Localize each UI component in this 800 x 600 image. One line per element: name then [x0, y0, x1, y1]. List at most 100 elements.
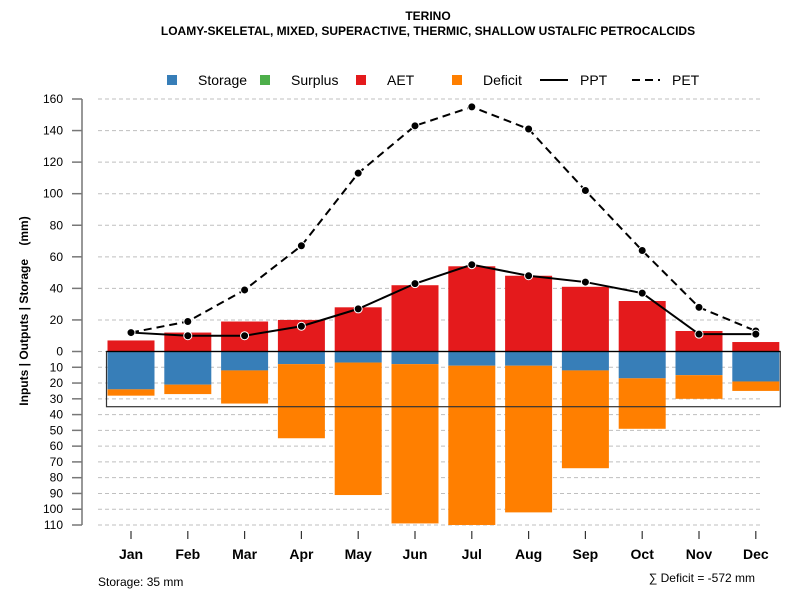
- legend-label-pet: PET: [672, 72, 700, 88]
- x-tick-label: Apr: [289, 546, 314, 562]
- pet-point: [183, 317, 193, 327]
- bar-deficit: [164, 384, 212, 395]
- y-tick-label: 60: [50, 439, 64, 453]
- chart-subtitle: LOAMY-SKELETAL, MIXED, SUPERACTIVE, THER…: [161, 24, 695, 38]
- bar-storage: [561, 351, 609, 371]
- y-tick-label: 20: [50, 376, 64, 390]
- ppt-point: [637, 288, 647, 298]
- y-tick-label: 30: [50, 392, 64, 406]
- pet-point: [524, 124, 534, 134]
- bar-aet: [391, 285, 439, 352]
- ppt-point: [296, 321, 306, 331]
- legend: Storage Surplus AET Deficit PPT PET: [167, 72, 700, 88]
- y-tick-label: 110: [44, 518, 63, 532]
- y-tick-label: 90: [50, 486, 64, 500]
- y-tick-label: 40: [50, 408, 64, 422]
- bar-storage: [618, 351, 666, 379]
- bar-deficit: [107, 389, 155, 396]
- legend-swatch-storage: [167, 75, 177, 85]
- pet-point: [240, 285, 250, 295]
- bar-aet: [732, 342, 780, 352]
- ppt-point: [126, 328, 136, 338]
- ppt-point: [751, 329, 761, 339]
- legend-swatch-surplus: [260, 75, 270, 85]
- legend-label-storage: Storage: [198, 72, 247, 88]
- bar-storage: [107, 351, 155, 390]
- y-tick-label: 60: [50, 250, 64, 264]
- y-tick-label: 100: [43, 502, 63, 516]
- x-tick-label: Feb: [175, 546, 200, 562]
- x-tick-label: Jul: [462, 546, 482, 562]
- bars: [107, 266, 780, 525]
- ppt-point: [580, 277, 590, 287]
- bar-aet: [448, 266, 496, 352]
- bar-deficit: [221, 370, 269, 404]
- y-axis: 0204060801001201401601020304050607080901…: [43, 92, 83, 532]
- bar-storage: [277, 351, 325, 365]
- lines: [126, 102, 761, 341]
- bar-aet: [618, 301, 666, 352]
- y-tick-label: 80: [50, 471, 64, 485]
- x-tick-label: May: [345, 546, 372, 562]
- x-tick-label: Jan: [119, 546, 143, 562]
- bar-storage: [164, 351, 212, 385]
- bar-aet: [505, 275, 553, 352]
- bar-deficit: [618, 378, 666, 429]
- y-tick-label: 20: [50, 313, 64, 327]
- ppt-point: [240, 331, 250, 341]
- legend-swatch-deficit: [452, 75, 462, 85]
- deficit-sum-annotation: ∑ Deficit = -572 mm: [649, 571, 755, 585]
- y-tick-label: 70: [50, 455, 64, 469]
- bar-aet: [164, 332, 212, 352]
- bar-storage: [448, 351, 496, 366]
- bar-deficit: [391, 364, 439, 524]
- bar-deficit: [561, 370, 609, 469]
- ppt-line: [130, 263, 756, 337]
- y-tick-label: 50: [50, 423, 64, 437]
- ppt-point: [524, 271, 534, 281]
- y-tick-label: 0: [56, 345, 63, 359]
- bar-aet: [561, 286, 609, 352]
- ppt-point: [467, 260, 477, 270]
- y-tick-label: 140: [43, 124, 63, 138]
- chart-title: TERINO: [405, 9, 450, 23]
- bar-aet: [107, 340, 155, 352]
- y-tick-label: 80: [50, 218, 64, 232]
- x-tick-label: Jun: [403, 546, 428, 562]
- x-axis: Jan Feb Mar Apr May Jun Jul Aug Sep Oct Nov Dec: [119, 531, 769, 562]
- bar-storage: [221, 351, 269, 371]
- bar-deficit: [277, 364, 325, 439]
- bar-deficit: [334, 362, 382, 496]
- bar-storage: [391, 351, 439, 365]
- bar-deficit: [732, 381, 780, 391]
- bar-deficit: [505, 365, 553, 513]
- ppt-point: [410, 279, 420, 289]
- x-tick-label: Sep: [573, 546, 599, 562]
- x-tick-label: Oct: [631, 546, 655, 562]
- pet-point: [637, 246, 647, 255]
- storage-annotation: Storage: 35 mm: [98, 575, 183, 589]
- bar-deficit: [448, 365, 496, 525]
- legend-label-surplus: Surplus: [291, 72, 338, 88]
- legend-label-ppt: PPT: [580, 72, 608, 88]
- x-tick-label: Nov: [686, 546, 713, 562]
- bar-storage: [732, 351, 780, 382]
- y-tick-label: 100: [43, 187, 63, 201]
- x-tick-label: Dec: [743, 546, 769, 562]
- storage-capacity-box: [105, 350, 781, 408]
- y-tick-label: 10: [50, 360, 64, 374]
- bar-deficit: [675, 375, 723, 399]
- ppt-point: [694, 329, 704, 339]
- y-tick-label: 40: [50, 281, 64, 295]
- legend-swatch-aet: [356, 75, 366, 85]
- pet-point: [296, 241, 306, 251]
- legend-label-aet: AET: [387, 72, 415, 88]
- legend-label-deficit: Deficit: [483, 72, 522, 88]
- y-tick-label: 120: [43, 155, 63, 169]
- pet-point: [467, 102, 477, 112]
- bar-aet: [675, 330, 723, 352]
- bar-storage: [675, 351, 723, 376]
- pet-line: [130, 105, 757, 334]
- y-axis-label: Inputs | Outputs | Storage (mm): [17, 216, 31, 405]
